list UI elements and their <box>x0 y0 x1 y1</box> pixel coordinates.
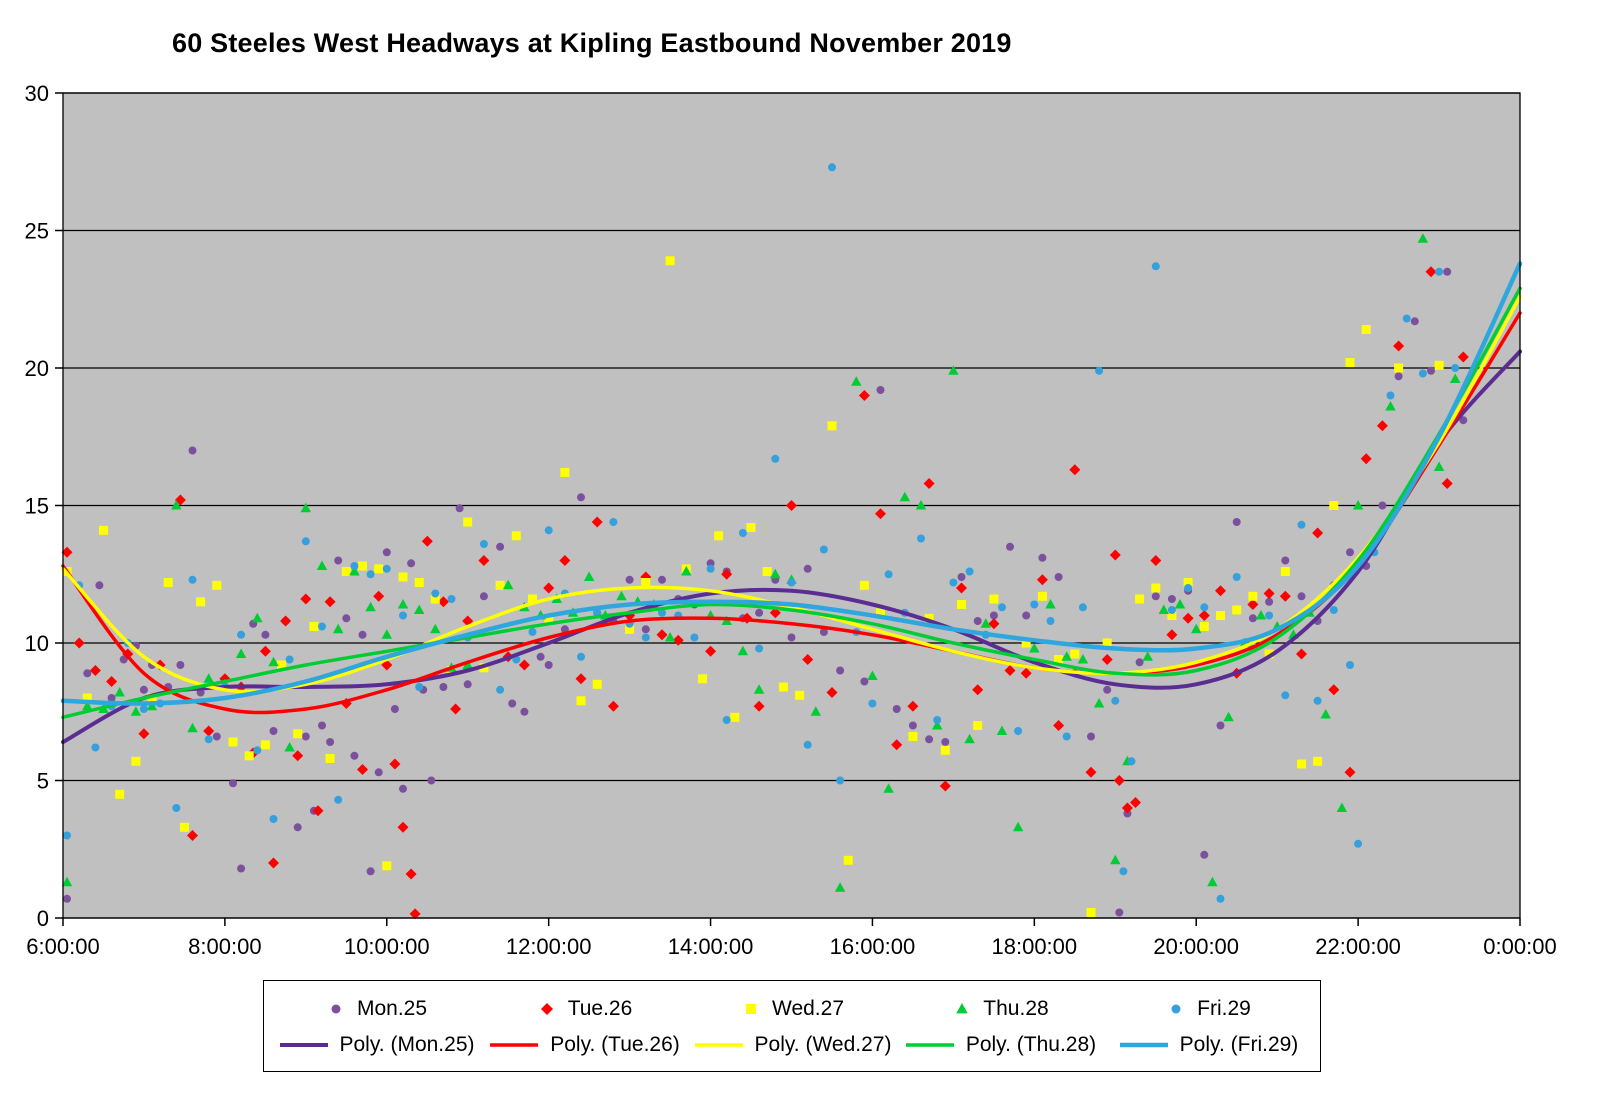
circle-marker-icon <box>331 1004 341 1014</box>
plot-border <box>62 92 1521 919</box>
trendline-swatch-icon <box>905 1043 954 1047</box>
y-axis-label: 15 <box>25 494 49 519</box>
legend-item-Mon.25: Mon.25 <box>272 993 480 1025</box>
legend-label: Poly. (Thu.28) <box>965 1033 1097 1056</box>
y-axis-label: 30 <box>25 81 49 106</box>
trendline-swatch-icon <box>279 1043 328 1047</box>
chart-legend: Mon.25 Tue.26 Wed.27 Thu.28 Fri.29 Poly. (Mo… <box>263 980 1321 1072</box>
legend-item-Poly. (Mon.25): Poly. (Mon.25) <box>272 1029 480 1061</box>
legend-row-markers: Mon.25 Tue.26 Wed.27 Thu.28 Fri.29 <box>272 993 1312 1025</box>
circle-marker-icon <box>1171 1004 1181 1014</box>
y-axis-label: 10 <box>25 631 49 656</box>
x-axis-label: 12:00:00 <box>506 934 592 959</box>
y-axis-label: 0 <box>37 906 49 931</box>
series-Tue.26 <box>61 266 1469 920</box>
x-axis-label: 10:00:00 <box>344 934 430 959</box>
x-axis-label: 20:00:00 <box>1153 934 1239 959</box>
trendline-swatch-icon <box>1119 1042 1168 1048</box>
x-axis-label: 0:00:00 <box>1483 934 1556 959</box>
x-axis-label: 18:00:00 <box>992 934 1078 959</box>
square-marker-icon <box>746 1004 756 1014</box>
legend-item-Poly. (Thu.28): Poly. (Thu.28) <box>896 1029 1104 1061</box>
y-axis-label: 20 <box>25 356 49 381</box>
y-axis-label: 5 <box>37 769 49 794</box>
legend-item-Poly. (Fri.29): Poly. (Fri.29) <box>1104 1029 1312 1061</box>
trendline-swatch-icon <box>490 1043 539 1047</box>
diamond-marker-icon <box>540 1003 553 1015</box>
x-axis-label: 14:00:00 <box>668 934 754 959</box>
chart-plot-area: 0 5 10 15 20 25 30 6:00:00 8:00:00 10:00:00 12:00:… <box>25 81 1557 959</box>
triangle-marker-icon <box>956 1003 968 1014</box>
x-axis-label: 6:00:00 <box>26 934 99 959</box>
legend-row-trendlines: Poly. (Mon.25) Poly. (Tue.26) Poly. (Wed.2… <box>272 1029 1312 1061</box>
legend-label: Tue.26 <box>567 997 633 1020</box>
x-axis-label: 22:00:00 <box>1315 934 1401 959</box>
trendline-Poly. (Fri.29) <box>60 261 1523 706</box>
legend-label: Mon.25 <box>356 997 428 1020</box>
legend-label: Poly. (Wed.27) <box>754 1033 892 1056</box>
trendline-Poly. (Mon.25) <box>61 349 1522 744</box>
legend-item-Thu.28: Thu.28 <box>896 993 1104 1025</box>
legend-label: Poly. (Mon.25) <box>339 1033 475 1056</box>
legend-label: Fri.29 <box>1197 997 1251 1020</box>
legend-label: Thu.28 <box>983 997 1049 1020</box>
series-Fri.29 <box>63 163 1460 903</box>
legend-item-Poly. (Wed.27): Poly. (Wed.27) <box>688 1029 896 1061</box>
legend-item-Tue.26: Tue.26 <box>480 993 688 1025</box>
trendline-swatch-icon <box>694 1043 743 1047</box>
legend-item-Poly. (Tue.26): Poly. (Tue.26) <box>480 1029 688 1061</box>
legend-item-Fri.29: Fri.29 <box>1104 993 1312 1025</box>
x-axis-label: 8:00:00 <box>188 934 261 959</box>
legend-label: Poly. (Tue.26) <box>550 1033 680 1056</box>
y-axis-label: 25 <box>25 219 49 244</box>
legend-label: Poly. (Fri.29) <box>1179 1033 1299 1056</box>
legend-label: Wed.27 <box>772 997 844 1020</box>
chart-title: 60 Steeles West Headways at Kipling East… <box>172 28 1012 58</box>
x-axis-label: 16:00:00 <box>830 934 916 959</box>
legend-item-Wed.27: Wed.27 <box>688 993 896 1025</box>
